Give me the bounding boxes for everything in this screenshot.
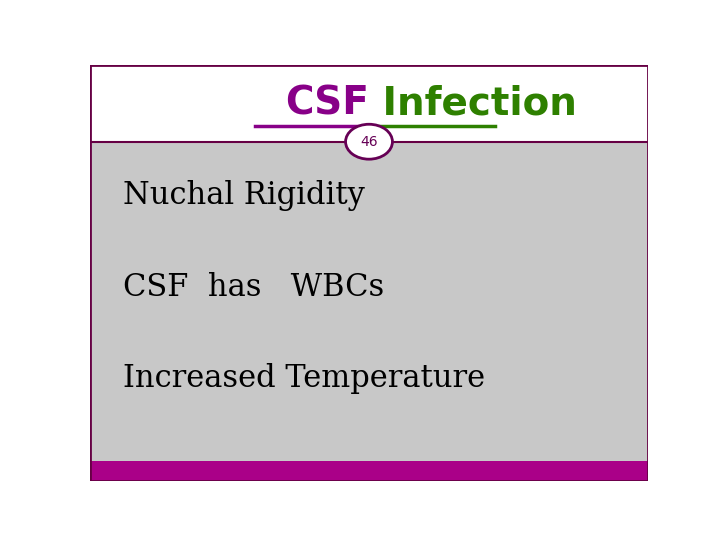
Circle shape [346,124,392,159]
Text: Infection: Infection [369,84,577,122]
Text: CSF  has   WBCs: CSF has WBCs [124,272,384,303]
FancyBboxPatch shape [90,65,648,141]
FancyBboxPatch shape [90,461,648,481]
Text: Nuchal Rigidity: Nuchal Rigidity [124,180,365,211]
Text: Increased Temperature: Increased Temperature [124,363,485,394]
FancyBboxPatch shape [90,141,648,461]
Text: CSF: CSF [285,84,369,122]
Text: 46: 46 [360,134,378,149]
